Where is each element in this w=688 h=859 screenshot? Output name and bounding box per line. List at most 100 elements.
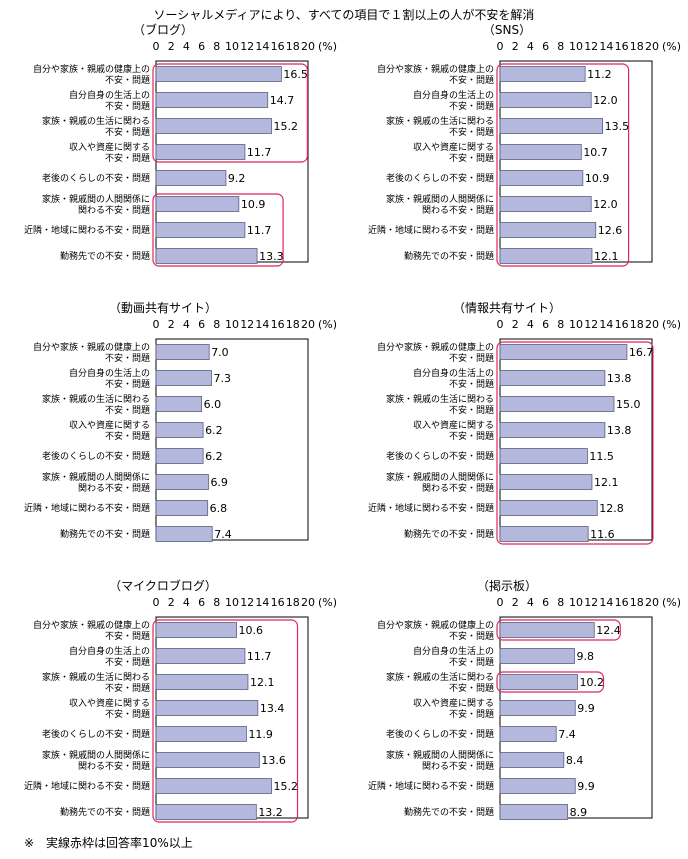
category-label: 家族・親戚間の人間関係に関わる不安・問題 <box>386 749 494 772</box>
x-tick-label: 16 <box>271 596 285 609</box>
highlight-frame <box>496 341 654 545</box>
category-label: 近隣・地域に関わる不安・問題 <box>368 224 494 236</box>
x-tick-label: 10 <box>569 318 583 331</box>
data-label: 8.4 <box>566 754 584 767</box>
x-tick-label: 20 <box>301 318 315 331</box>
data-label: 6.8 <box>210 502 228 515</box>
data-label: 13.3 <box>259 250 284 263</box>
data-label: 13.8 <box>607 424 632 437</box>
bar <box>499 144 582 160</box>
data-label: 11.7 <box>247 224 271 237</box>
x-tick-label: 18 <box>286 318 300 331</box>
x-tick-label: 4 <box>183 40 190 53</box>
x-tick-label: 10 <box>569 40 583 53</box>
category-label: 自分自身の生活上の不安・問題 <box>69 89 150 112</box>
data-label: 12.0 <box>593 94 618 107</box>
unit-label: (%) <box>318 596 337 609</box>
data-label: 6.9 <box>210 476 228 489</box>
x-tick-label: 12 <box>584 596 598 609</box>
highlight-frame <box>152 63 308 163</box>
data-label: 13.2 <box>258 806 283 819</box>
x-tick-label: 8 <box>213 40 220 53</box>
data-label: 15.2 <box>274 120 299 133</box>
category-label: 家族・親戚間の人間関係に関わる不安・問題 <box>386 193 494 216</box>
bar <box>155 674 249 690</box>
x-tick-label: 2 <box>512 40 519 53</box>
x-tick-label: 12 <box>240 40 254 53</box>
category-label: 家族・親戚の生活に関わる不安・問題 <box>386 115 494 138</box>
data-label: 12.0 <box>593 198 618 211</box>
category-label: 自分自身の生活上の不安・問題 <box>69 367 150 390</box>
bar <box>155 222 246 238</box>
x-tick-label: 10 <box>225 40 239 53</box>
bar <box>499 778 576 794</box>
category-label: 勤務先での不安・問題 <box>404 528 494 540</box>
category-label: 家族・親戚の生活に関わる不安・問題 <box>386 671 494 694</box>
chart-info-sharing: （情報共有サイト） 0 2 4 6 8 10 12 14 16 18 20 (%) 16.7 自分や家族・親… <box>368 301 681 545</box>
data-label: 12.4 <box>596 624 621 637</box>
data-label: 11.6 <box>590 528 615 541</box>
data-label: 6.2 <box>205 424 223 437</box>
data-label: 11.5 <box>589 450 614 463</box>
bar <box>499 396 615 412</box>
category-label: 家族・親戚間の人間関係に関わる不安・問題 <box>42 193 150 216</box>
bar <box>499 648 575 664</box>
x-tick-label: 2 <box>168 40 175 53</box>
highlight-frame <box>496 619 621 641</box>
x-tick-label: 0 <box>153 596 160 609</box>
x-tick-label: 2 <box>512 318 519 331</box>
bar <box>499 700 576 716</box>
bar <box>499 92 592 108</box>
category-label: 家族・親戚の生活に関わる不安・問題 <box>386 393 494 416</box>
data-label: 16.7 <box>629 346 654 359</box>
bar <box>155 248 258 264</box>
bar <box>499 622 595 638</box>
data-label: 10.2 <box>580 676 605 689</box>
bar <box>155 804 257 820</box>
data-label: 7.4 <box>214 528 232 541</box>
bar <box>499 674 578 690</box>
bar <box>499 804 569 820</box>
x-tick-label: 0 <box>153 318 160 331</box>
x-tick-label: 6 <box>542 596 549 609</box>
x-tick-label: 18 <box>630 40 644 53</box>
chart-blog: （ブログ） 0 2 4 6 8 10 12 14 16 18 20 (%) 16.5 自分や家族・親戚の健康… <box>24 22 337 267</box>
category-label: 自分自身の生活上の不安・問題 <box>413 645 494 668</box>
data-label: 13.8 <box>607 372 632 385</box>
x-tick-label: 14 <box>255 596 269 609</box>
data-label: 10.6 <box>239 624 264 637</box>
bar <box>499 196 592 212</box>
bar <box>155 700 259 716</box>
category-label: 家族・親戚の生活に関わる不安・問題 <box>42 393 150 416</box>
bar <box>155 344 210 360</box>
bar <box>499 526 589 542</box>
bar <box>499 474 593 490</box>
x-tick-label: 2 <box>168 318 175 331</box>
bar <box>155 422 204 438</box>
x-tick-label: 8 <box>557 318 564 331</box>
category-label: 自分や家族・親戚の健康上の不安・問題 <box>377 619 494 642</box>
category-label: 老後のくらしの不安・問題 <box>42 450 150 462</box>
bar <box>499 66 586 82</box>
bar <box>499 500 598 516</box>
x-tick-label: 20 <box>645 596 659 609</box>
page-title: ソーシャルメディアにより、すべての項目で１割以上の人が不安を解消 <box>153 8 535 22</box>
unit-label: (%) <box>662 318 681 331</box>
chart-sns: （SNS） 0 2 4 6 8 10 12 14 16 18 20 (%) 11.2 自分や家族・親戚の健康… <box>368 23 681 267</box>
bar <box>499 752 565 768</box>
category-label: 収入や資産に関する不安・問題 <box>69 419 150 442</box>
data-label: 15.0 <box>616 398 641 411</box>
x-tick-label: 14 <box>599 596 613 609</box>
bar <box>155 752 260 768</box>
footnote: ※ 実線赤枠は回答率10%以上 <box>24 836 193 850</box>
x-tick-label: 14 <box>599 318 613 331</box>
category-label: 収入や資産に関する不安・問題 <box>413 141 494 164</box>
x-tick-label: 20 <box>645 318 659 331</box>
x-tick-label: 18 <box>630 318 644 331</box>
x-tick-label: 6 <box>198 40 205 53</box>
x-tick-label: 16 <box>615 596 629 609</box>
x-tick-label: 16 <box>615 40 629 53</box>
plot-frame <box>155 338 309 541</box>
data-label: 11.2 <box>587 68 612 81</box>
chart-microblog: （マイクロブログ） 0 2 4 6 8 10 12 14 16 18 20 (%) 10.6 自分や家族・親… <box>24 578 337 823</box>
